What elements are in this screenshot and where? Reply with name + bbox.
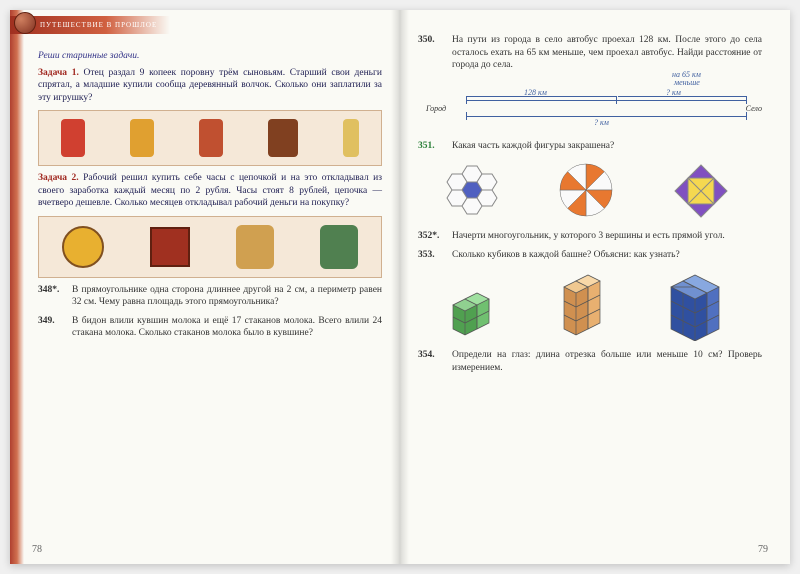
book-spread: ПУТЕШЕСТВИЕ В ПРОШЛОЕ Реши старинные зад… <box>10 10 790 564</box>
problem-351: 351. Какая часть каждой фигуры закрашена… <box>418 140 762 153</box>
problem-num: 351. <box>418 140 452 153</box>
problem-text: Начерти многоугольник, у которого 3 верш… <box>452 230 762 243</box>
clock-icon <box>62 226 104 268</box>
illus2-item <box>150 227 190 267</box>
problem-num: 354. <box>418 349 452 362</box>
page-left-edge <box>10 10 24 564</box>
illus1-fig <box>130 119 154 157</box>
task2-body: Задача 2. Рабочий решил купить себе часы… <box>38 172 382 210</box>
illustration-2 <box>38 216 382 278</box>
tower-3 <box>665 273 737 341</box>
problem-text: В бидон влили кувшин молока и ещё 17 ста… <box>72 315 382 340</box>
page-number-right: 79 <box>758 543 768 556</box>
problem-353: 353. Сколько кубиков в каждой башне? Объ… <box>418 249 762 262</box>
banner-text: ПУТЕШЕСТВИЕ В ПРОШЛОЕ <box>40 21 157 29</box>
problem-354: 354. Определи на глаз: длина отрезка бол… <box>418 349 762 374</box>
problem-text: На пути из города в село автобус проехал… <box>452 34 762 72</box>
problem-num: 350. <box>418 34 452 47</box>
diag-tick <box>466 112 467 120</box>
problem-num: 353. <box>418 249 452 262</box>
page-number-left: 78 <box>32 543 42 556</box>
diagram-village: Село <box>746 104 762 115</box>
diag-arrow <box>466 96 616 97</box>
diag-tick <box>746 112 747 120</box>
task1-text: Отец раздал 9 копеек поровну трём сыновь… <box>38 68 382 103</box>
globe-icon <box>14 12 36 34</box>
problem-349: 349. В бидон влили кувшин молока и ещё 1… <box>38 315 382 340</box>
shapes-row <box>418 160 762 220</box>
task1-body: Задача 1. Отец раздал 9 копеек поровну т… <box>38 67 382 105</box>
problem-num: 352*. <box>418 230 452 243</box>
diag-65b: меньше <box>674 78 700 89</box>
illustration-1 <box>38 110 382 166</box>
tower-1 <box>443 285 503 341</box>
distance-diagram: Город Село 128 км ? км на 65 км меньше ?… <box>426 78 762 132</box>
problem-text: В прямоугольнике одна сторона длиннее др… <box>72 284 382 309</box>
page-right: 350. На пути из города в село автобус пр… <box>400 10 790 564</box>
intro-text: Реши старинные задачи. <box>38 50 382 63</box>
page-left: ПУТЕШЕСТВИЕ В ПРОШЛОЕ Реши старинные зад… <box>10 10 400 564</box>
illus1-fig <box>199 119 223 157</box>
problem-text: Какая часть каждой фигуры закрашена? <box>452 140 762 153</box>
task2-label: Задача 2. <box>38 173 79 183</box>
diag-tick <box>466 96 467 104</box>
diag-qkm2: ? км <box>594 118 609 129</box>
diag-tick <box>616 96 617 104</box>
problem-348: 348*. В прямоугольнике одна сторона длин… <box>38 284 382 309</box>
illus1-fig <box>61 119 85 157</box>
illus2-item <box>320 225 358 269</box>
hexagon-figure <box>444 162 506 218</box>
diamond-figure <box>666 162 736 218</box>
illus2-item <box>236 225 274 269</box>
cube-towers <box>418 269 762 341</box>
circle-segments-figure <box>558 162 614 218</box>
illus1-fig <box>268 119 298 157</box>
problem-352: 352*. Начерти многоугольник, у которого … <box>418 230 762 243</box>
diag-tick <box>746 96 747 104</box>
diag-arrow <box>618 96 746 97</box>
problem-text: Определи на глаз: длина отрезка больше и… <box>452 349 762 374</box>
illus1-fig <box>343 119 359 157</box>
task1-label: Задача 1. <box>38 68 79 78</box>
problem-num: 349. <box>38 315 72 328</box>
diagram-city: Город <box>426 104 446 115</box>
tower-2 <box>554 273 614 341</box>
problem-text: Сколько кубиков в каждой башне? Объясни:… <box>452 249 762 262</box>
task2-text: Рабочий решил купить себе часы с цепочко… <box>38 173 382 208</box>
problem-350: 350. На пути из города в село автобус пр… <box>418 34 762 72</box>
diag-line <box>466 100 746 102</box>
problem-num: 348*. <box>38 284 72 297</box>
